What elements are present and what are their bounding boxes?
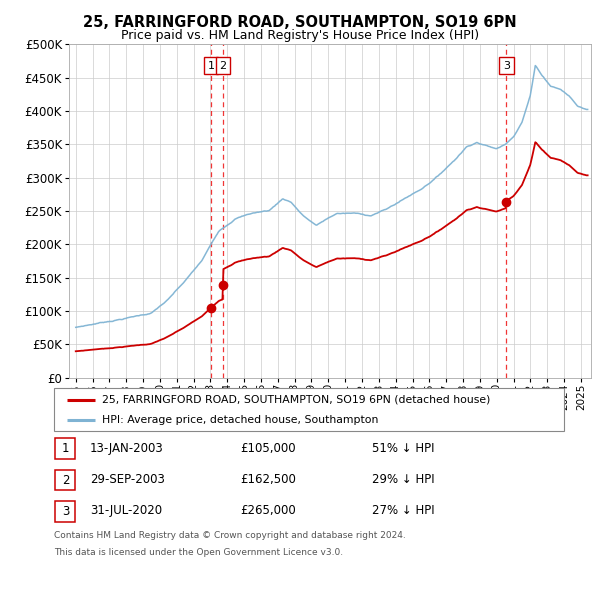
Bar — [55, 438, 76, 459]
Text: 1: 1 — [62, 442, 69, 455]
Text: 1: 1 — [208, 61, 215, 71]
Text: 29-SEP-2003: 29-SEP-2003 — [90, 473, 165, 486]
Bar — [55, 470, 76, 490]
Text: 29% ↓ HPI: 29% ↓ HPI — [372, 473, 434, 486]
Text: £105,000: £105,000 — [240, 441, 296, 455]
Text: Price paid vs. HM Land Registry's House Price Index (HPI): Price paid vs. HM Land Registry's House … — [121, 30, 479, 42]
Text: 25, FARRINGFORD ROAD, SOUTHAMPTON, SO19 6PN (detached house): 25, FARRINGFORD ROAD, SOUTHAMPTON, SO19 … — [103, 395, 491, 405]
Text: £162,500: £162,500 — [240, 473, 296, 486]
Text: 3: 3 — [62, 505, 69, 518]
Text: 13-JAN-2003: 13-JAN-2003 — [90, 441, 164, 455]
Text: HPI: Average price, detached house, Southampton: HPI: Average price, detached house, Sout… — [103, 415, 379, 425]
Text: 3: 3 — [503, 61, 510, 71]
Text: 2: 2 — [62, 474, 69, 487]
Text: This data is licensed under the Open Government Licence v3.0.: This data is licensed under the Open Gov… — [54, 548, 343, 556]
Text: 25, FARRINGFORD ROAD, SOUTHAMPTON, SO19 6PN: 25, FARRINGFORD ROAD, SOUTHAMPTON, SO19 … — [83, 15, 517, 30]
Text: 51% ↓ HPI: 51% ↓ HPI — [372, 441, 434, 455]
Text: Contains HM Land Registry data © Crown copyright and database right 2024.: Contains HM Land Registry data © Crown c… — [54, 531, 406, 540]
Text: 2: 2 — [220, 61, 226, 71]
Bar — [55, 501, 76, 522]
Text: 31-JUL-2020: 31-JUL-2020 — [90, 504, 162, 517]
Text: 27% ↓ HPI: 27% ↓ HPI — [372, 504, 434, 517]
Text: £265,000: £265,000 — [240, 504, 296, 517]
